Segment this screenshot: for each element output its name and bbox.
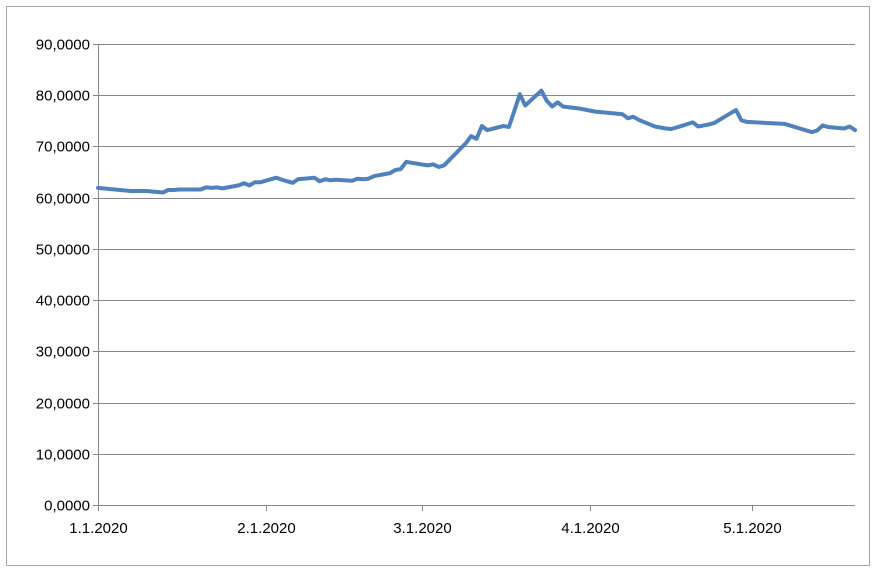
series-layer xyxy=(96,88,857,195)
y-tick-label: 50,0000 xyxy=(36,242,90,259)
x-axis-tick-labels: 1.1.2020 2.1.2020 3.1.2020 4.1.2020 5.1.2020 xyxy=(69,520,781,537)
y-tick-label: 0,0000 xyxy=(44,498,90,515)
y-tick-label: 60,0000 xyxy=(36,191,90,208)
y-tick-label: 20,0000 xyxy=(36,396,90,413)
y-tick-label: 90,0000 xyxy=(36,37,90,54)
y-tick-label: 30,0000 xyxy=(36,344,90,361)
chart-frame xyxy=(6,6,870,566)
series-line xyxy=(96,88,857,195)
gridlines xyxy=(98,44,855,455)
x-tick-label: 3.1.2020 xyxy=(393,520,451,537)
y-tick-label: 80,0000 xyxy=(36,88,90,105)
y-tick-label: 10,0000 xyxy=(36,447,90,464)
x-tick-label: 2.1.2020 xyxy=(237,520,295,537)
axes xyxy=(93,44,855,511)
x-tick-label: 4.1.2020 xyxy=(561,520,619,537)
x-tick-label: 5.1.2020 xyxy=(723,520,781,537)
y-axis-tick-labels: 0,0000 10,0000 20,0000 30,0000 40,0000 50,000… xyxy=(36,37,90,515)
y-tick-label: 40,0000 xyxy=(36,293,90,310)
y-tick-label: 70,0000 xyxy=(36,139,90,156)
x-tick-label: 1.1.2020 xyxy=(69,520,127,537)
